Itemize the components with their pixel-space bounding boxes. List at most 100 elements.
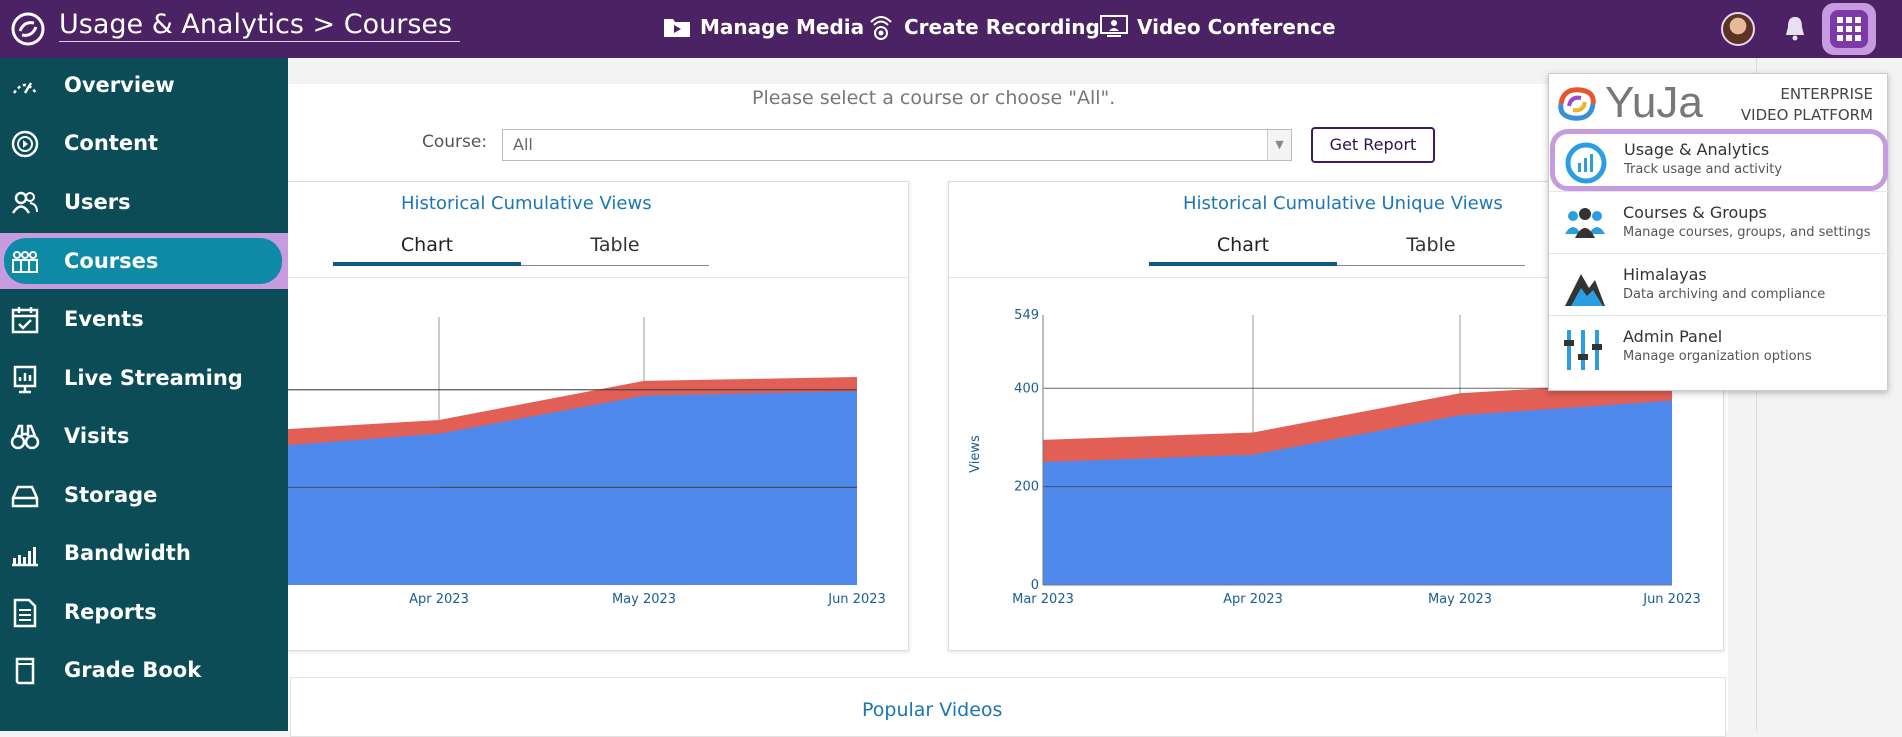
y-tick-label: 549 [1014,308,1039,323]
course-label: Course: [422,132,488,152]
x-tick-label: May 2023 [612,592,676,607]
live-streaming-icon [13,365,37,394]
report-icon [13,598,37,628]
sidebar-item-label: Live Streaming [64,366,243,390]
sidebar-item-reports[interactable]: Reports [0,584,288,640]
sidebar-item-events[interactable]: Events [0,291,288,347]
yuja-swirl-icon [1558,87,1596,121]
video-conference-icon [1100,15,1128,37]
video-conference-label: Video Conference [1137,15,1336,39]
y-tick-label: 200 [1014,480,1039,495]
app-launcher-button[interactable] [1822,3,1876,55]
y-tick-label: 400 [1014,381,1039,396]
sidebar-item-visits[interactable]: Visits [0,408,288,464]
overview-icon [12,82,38,94]
active-highlight [4,238,282,284]
right-divider [1756,58,1757,731]
series-area-blue [277,433,439,585]
course-prompt: Please select a course or choose "All". [752,87,1116,109]
sidebar-item-label: Events [64,307,144,331]
chevron-down-icon[interactable]: ▼ [1267,130,1291,160]
menu-item-title: Usage & Analytics [1624,140,1770,159]
yuja-logo-icon[interactable] [10,11,46,47]
manage-media-label: Manage Media [700,15,865,39]
card-title: Historical Cumulative Views [401,193,652,214]
tab-chart[interactable]: Chart [333,226,521,266]
tab-table[interactable]: Table [1406,234,1456,256]
menu-item-title: Himalayas [1623,265,1707,284]
card-header: Historical Cumulative Unique Views Chart… [949,182,1723,278]
tab-underline [1337,265,1525,266]
unique-views-card: Historical Cumulative Unique Views Chart… [948,181,1724,651]
avatar[interactable] [1721,12,1755,46]
series-area-blue [1043,400,1672,585]
menu-item-subtitle: Manage courses, groups, and settings [1623,225,1871,240]
popular-videos-title: Popular Videos [862,699,1003,721]
x-tick-label: Jun 2023 [1642,592,1701,607]
menu-item-himalayas[interactable]: Himalayas Data archiving and compliance [1549,253,1889,315]
yuja-brand: YuJa [1605,78,1703,127]
sidebar-item-bandwidth[interactable]: Bandwidth [0,525,288,581]
x-tick-label: Apr 2023 [1223,592,1283,607]
popular-videos-card [290,677,1726,737]
sidebar-item-label: Overview [64,73,175,97]
recording-icon [870,16,892,40]
sidebar-item-courses[interactable]: Courses [0,233,288,289]
content-play-icon [11,130,39,158]
sidebar-item-overview[interactable]: Overview [0,57,288,113]
x-tick-label: Jun 2023 [827,592,886,607]
menu-item-usage-analytics[interactable]: Usage & Analytics Track usage and activi… [1550,129,1888,191]
bell-icon[interactable] [1780,13,1810,43]
menu-item-courses-groups[interactable]: Courses & Groups Manage courses, groups,… [1549,191,1889,253]
tab-chart[interactable]: Chart [1149,226,1337,266]
sidebar-item-label: Reports [64,600,157,624]
page-title[interactable]: Usage & Analytics > Courses [59,9,461,42]
app-launcher-menu: YuJa ENTERPRISE VIDEO PLATFORM Usage & A… [1548,73,1889,391]
sidebar-item-grade-book[interactable]: Grade Book [0,642,288,698]
series-area-blue [439,391,857,585]
x-tick-label: May 2023 [1428,592,1492,607]
users-icon [11,191,38,214]
sidebar-item-live-streaming[interactable]: Live Streaming [0,350,288,406]
sidebar: Overview Content Users Courses Events Li… [0,58,288,731]
menu-item-subtitle: Manage organization options [1623,349,1812,364]
platform-tagline: ENTERPRISE VIDEO PLATFORM [1740,85,1873,124]
grade-book-icon [15,657,35,685]
sidebar-item-label: Bandwidth [64,541,191,565]
x-tick-label: Apr 2023 [409,592,469,607]
sidebar-item-label: Users [64,190,131,214]
menu-item-title: Courses & Groups [1623,203,1767,222]
sidebar-item-label: Storage [64,483,158,507]
menu-item-admin-panel[interactable]: Admin Panel Manage organization options [1549,315,1889,377]
sidebar-item-label: Content [64,131,159,155]
media-folder-icon [664,19,690,37]
groups-icon [1565,208,1605,238]
tab-table[interactable]: Table [590,234,640,256]
bandwidth-icon [12,547,38,567]
create-recording-link[interactable]: Create Recording [866,12,1100,42]
tab-underline [521,265,709,266]
sidebar-item-label: Visits [64,424,130,448]
menu-item-subtitle: Data archiving and compliance [1623,287,1826,302]
sidebar-item-users[interactable]: Users [0,174,288,230]
card-header: Historical Cumulative Views Chart Table [277,182,908,278]
course-select-value: All [513,135,533,154]
x-tick-label: Mar 2023 [1012,592,1074,607]
course-select[interactable]: All ▼ [502,129,1292,161]
sidebar-item-label: Courses [64,249,159,273]
sidebar-item-storage[interactable]: Storage [0,467,288,523]
video-conference-link[interactable]: Video Conference [1099,12,1336,42]
y-axis-label: Views [968,435,983,473]
sidebar-item-content[interactable]: Content [0,115,288,171]
manage-media-link[interactable]: Manage Media [662,12,864,42]
admin-sliders-icon [1564,330,1602,370]
get-report-button[interactable]: Get Report [1311,127,1435,163]
top-bar: Usage & Analytics > Courses Manage Media… [0,0,1902,58]
create-recording-label: Create Recording [904,15,1100,39]
binoculars-icon [10,424,40,450]
cumulative-views-card: Historical Cumulative Views Chart Table … [276,181,909,651]
analytics-icon [1565,142,1607,184]
courses-icon [12,251,38,273]
menu-item-title: Admin Panel [1623,327,1723,346]
menu-item-subtitle: Track usage and activity [1624,162,1783,177]
